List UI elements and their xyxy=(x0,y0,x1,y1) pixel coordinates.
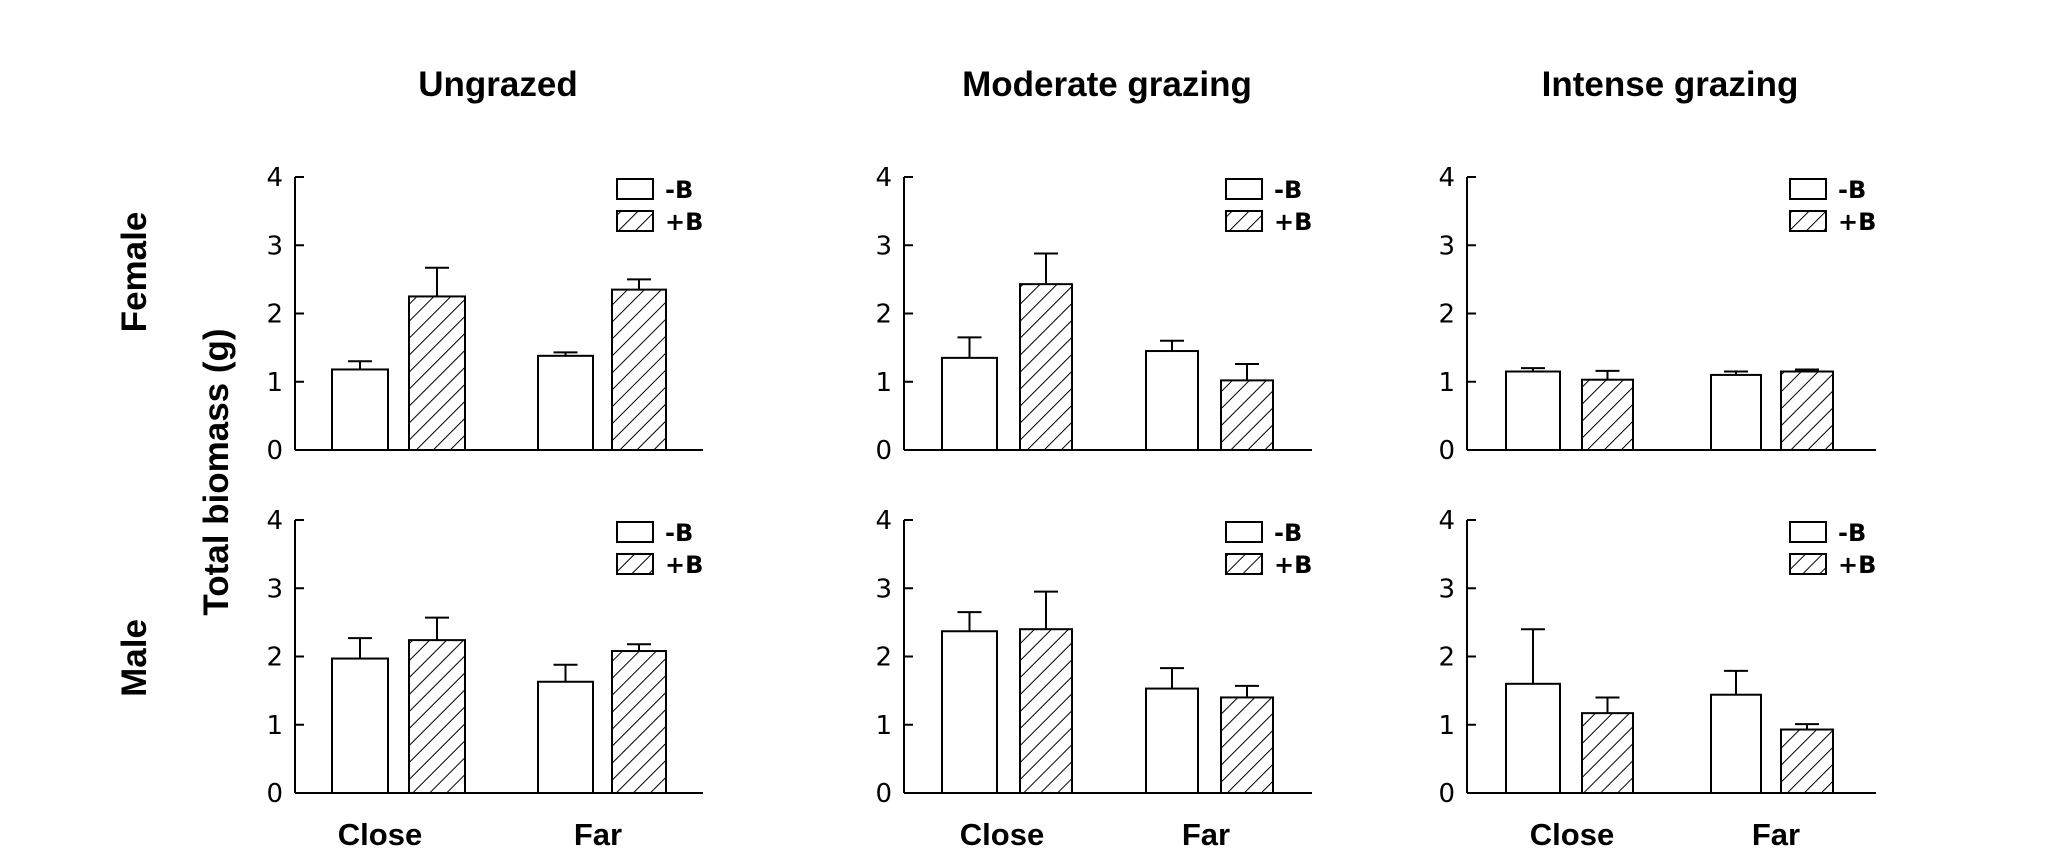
legend-swatch-minus-b xyxy=(1225,178,1263,200)
y-axis-label: Total biomass (g) xyxy=(197,328,236,615)
y-tick-label: 3 xyxy=(266,574,283,604)
bar-plus-b-far xyxy=(1780,370,1834,452)
legend-label-plus-b: +B xyxy=(665,551,703,579)
legend-swatch-minus-b xyxy=(1789,178,1827,200)
bar-minus-b-far xyxy=(1710,373,1762,451)
y-tick-label: 2 xyxy=(1438,643,1455,673)
legend-swatch-minus-b xyxy=(1225,521,1263,543)
bar-plus-b-far xyxy=(611,650,667,794)
legend-label-minus-b: -B xyxy=(1838,519,1866,547)
y-tick-label: 4 xyxy=(1438,506,1455,536)
panel-male-moderate-grazing: 0 1 2 3 4 Close Far -B +B xyxy=(875,506,1312,852)
y-tick-label: 3 xyxy=(1438,574,1455,604)
y-tick-label: 2 xyxy=(266,643,283,673)
panel-male-ungrazed: 0 1 2 3 4 Close Far -B +B xyxy=(266,506,703,852)
y-tick-label: 1 xyxy=(266,368,283,398)
legend-swatch-plus-b xyxy=(1225,553,1263,575)
y-tick-label: 0 xyxy=(1438,436,1455,466)
panel-female-ungrazed: 0 1 2 3 4 -B +B xyxy=(266,163,703,466)
panels: 0 1 2 3 4 -B +B 0 1 2 3 4 -B +B 0 1 2 3 4 -B +B 0 1 2 3 4 Close Far… xyxy=(266,163,1876,852)
legend-swatch-plus-b xyxy=(616,553,654,575)
bar-plus-b-far xyxy=(1780,728,1834,795)
y-tick-label: 1 xyxy=(875,711,892,741)
y-tick-label: 2 xyxy=(266,300,283,330)
bar-minus-b-far xyxy=(537,680,594,794)
x-category-label-close: Close xyxy=(960,817,1044,852)
legend-label-plus-b: +B xyxy=(1274,551,1312,579)
y-tick-label: 2 xyxy=(875,643,892,673)
x-category-label-close: Close xyxy=(338,817,422,852)
legend-swatch-plus-b xyxy=(1225,210,1263,232)
y-tick-label: 1 xyxy=(1438,711,1455,741)
bar-plus-b-close xyxy=(1581,378,1634,452)
panel-female-moderate-grazing: 0 1 2 3 4 -B +B xyxy=(875,163,1312,466)
y-tick-label: 1 xyxy=(875,368,892,398)
bar-plus-b-close xyxy=(1581,712,1634,795)
legend-label-minus-b: -B xyxy=(665,519,693,547)
bar-minus-b-close xyxy=(331,657,389,794)
legend-swatch-minus-b xyxy=(1789,521,1827,543)
y-tick-label: 4 xyxy=(875,163,892,193)
bar-minus-b-far xyxy=(1145,687,1199,795)
legend-label-plus-b: +B xyxy=(1274,208,1312,236)
y-tick-label: 0 xyxy=(266,779,283,809)
bar-plus-b-close xyxy=(408,295,466,451)
bar-minus-b-far xyxy=(1145,350,1199,452)
legend-label-minus-b: -B xyxy=(1838,176,1866,204)
panel-male-intense-grazing: 0 1 2 3 4 Close Far -B +B xyxy=(1438,506,1876,852)
y-tick-label: 1 xyxy=(266,711,283,741)
bar-minus-b-far xyxy=(537,354,594,451)
column-title-intense-grazing: Intense grazing xyxy=(1542,65,1799,104)
x-category-label-far: Far xyxy=(1752,817,1800,852)
y-tick-label: 1 xyxy=(1438,368,1455,398)
y-tick-label: 3 xyxy=(875,574,892,604)
y-tick-label: 3 xyxy=(875,231,892,261)
bar-minus-b-close xyxy=(941,630,998,794)
y-tick-label: 4 xyxy=(875,506,892,536)
legend-swatch-plus-b xyxy=(616,210,654,232)
y-tick-label: 4 xyxy=(266,163,283,193)
y-tick-label: 3 xyxy=(1438,231,1455,261)
column-title-ungrazed: Ungrazed xyxy=(418,65,577,104)
bar-minus-b-far xyxy=(1710,693,1762,794)
y-tick-label: 2 xyxy=(875,300,892,330)
legend-swatch-minus-b xyxy=(616,521,654,543)
bar-plus-b-close xyxy=(408,639,466,794)
x-category-label-far: Far xyxy=(574,817,622,852)
legend-swatch-minus-b xyxy=(616,178,654,200)
legend-swatch-plus-b xyxy=(1789,210,1827,232)
bar-plus-b-far xyxy=(1220,379,1274,452)
panel-female-intense-grazing: 0 1 2 3 4 -B +B xyxy=(1438,163,1876,466)
legend-label-minus-b: -B xyxy=(1274,176,1302,204)
bar-plus-b-far xyxy=(611,288,667,451)
column-title-moderate-grazing: Moderate grazing xyxy=(962,65,1252,104)
bar-plus-b-far xyxy=(1220,696,1274,795)
legend-label-plus-b: +B xyxy=(1838,551,1876,579)
y-tick-label: 2 xyxy=(1438,300,1455,330)
bar-minus-b-close xyxy=(331,368,389,451)
legend-swatch-plus-b xyxy=(1789,553,1827,575)
bar-minus-b-close xyxy=(1505,370,1561,452)
row-label-female: Female xyxy=(115,212,154,333)
bar-minus-b-close xyxy=(1505,682,1561,794)
bar-minus-b-close xyxy=(941,356,998,451)
y-tick-label: 0 xyxy=(875,779,892,809)
y-tick-label: 3 xyxy=(266,231,283,261)
row-label-male: Male xyxy=(115,619,154,697)
legend-label-minus-b: -B xyxy=(1274,519,1302,547)
y-tick-label: 4 xyxy=(266,506,283,536)
x-category-label-far: Far xyxy=(1182,817,1230,852)
x-category-label-close: Close xyxy=(1530,817,1614,852)
y-tick-label: 0 xyxy=(266,436,283,466)
bar-plus-b-close xyxy=(1019,283,1073,451)
y-tick-label: 0 xyxy=(1438,779,1455,809)
bar-plus-b-close xyxy=(1019,628,1073,795)
legend-label-minus-b: -B xyxy=(665,176,693,204)
y-tick-label: 4 xyxy=(1438,163,1455,193)
legend-label-plus-b: +B xyxy=(665,208,703,236)
legend-label-plus-b: +B xyxy=(1838,208,1876,236)
y-tick-label: 0 xyxy=(875,436,892,466)
